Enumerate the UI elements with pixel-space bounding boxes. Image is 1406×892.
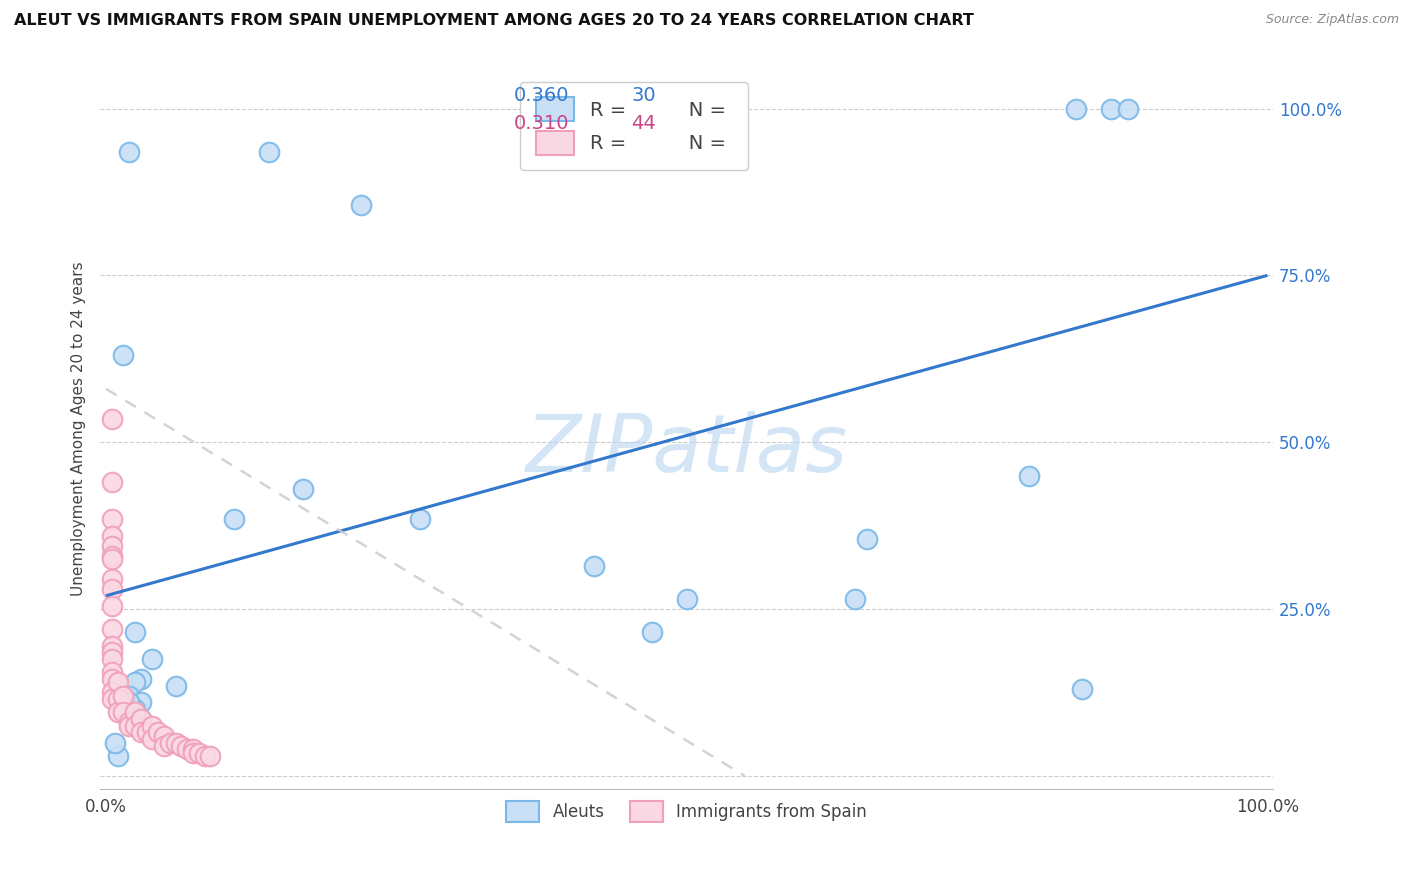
Point <box>129 672 152 686</box>
Point <box>257 145 280 159</box>
Point <box>100 672 122 686</box>
Point <box>1070 682 1092 697</box>
Point <box>100 539 122 553</box>
Point <box>100 652 122 666</box>
Text: 0.310: 0.310 <box>515 114 569 133</box>
Point <box>855 532 877 546</box>
Point <box>844 592 866 607</box>
Point <box>153 739 176 753</box>
Point <box>187 746 209 760</box>
Point <box>135 725 157 739</box>
Legend: Aleuts, Immigrants from Spain: Aleuts, Immigrants from Spain <box>494 788 880 835</box>
Point <box>222 512 245 526</box>
Point <box>170 739 193 753</box>
Point <box>153 729 176 743</box>
Point <box>100 549 122 563</box>
Point <box>129 712 152 726</box>
Text: ALEUT VS IMMIGRANTS FROM SPAIN UNEMPLOYMENT AMONG AGES 20 TO 24 YEARS CORRELATIO: ALEUT VS IMMIGRANTS FROM SPAIN UNEMPLOYM… <box>14 13 974 29</box>
Point <box>112 689 135 703</box>
Point <box>104 735 127 749</box>
Point <box>148 725 170 739</box>
Point <box>194 748 217 763</box>
Point <box>641 625 664 640</box>
Point <box>107 706 129 720</box>
Point <box>159 735 181 749</box>
Point <box>124 719 146 733</box>
Point <box>100 645 122 659</box>
Point <box>124 625 146 640</box>
Text: 30: 30 <box>631 86 657 105</box>
Point <box>181 742 204 756</box>
Point <box>100 582 122 596</box>
Text: ZIPatlas: ZIPatlas <box>526 411 848 490</box>
Point <box>107 692 129 706</box>
Point <box>107 748 129 763</box>
Text: Source: ZipAtlas.com: Source: ZipAtlas.com <box>1265 13 1399 27</box>
Point <box>176 742 198 756</box>
Point <box>129 712 152 726</box>
Point <box>118 719 141 733</box>
Point <box>100 572 122 586</box>
Point <box>675 592 697 607</box>
Point <box>141 719 163 733</box>
Point <box>1018 468 1040 483</box>
Point <box>100 599 122 613</box>
Point <box>118 715 141 730</box>
Point <box>141 732 163 747</box>
Point <box>1099 102 1122 116</box>
Point <box>118 145 141 159</box>
Point <box>124 675 146 690</box>
Point <box>582 558 605 573</box>
Point <box>129 696 152 710</box>
Point <box>100 528 122 542</box>
Point <box>100 552 122 566</box>
Point <box>100 639 122 653</box>
Point <box>118 708 141 723</box>
Point <box>100 412 122 426</box>
Point <box>112 706 135 720</box>
Point <box>408 512 430 526</box>
Point <box>100 475 122 490</box>
Point <box>292 482 315 496</box>
Point <box>100 622 122 636</box>
Point <box>100 665 122 680</box>
Point <box>165 735 187 749</box>
Point <box>118 696 141 710</box>
Point <box>112 349 135 363</box>
Point <box>1064 102 1087 116</box>
Point <box>129 725 152 739</box>
Point <box>1116 102 1139 116</box>
Point <box>100 685 122 699</box>
Point <box>124 706 146 720</box>
Point <box>100 512 122 526</box>
Point <box>107 675 129 690</box>
Point <box>124 702 146 716</box>
Point <box>165 679 187 693</box>
Point <box>350 198 373 212</box>
Point <box>181 746 204 760</box>
Point <box>118 689 141 703</box>
Text: 44: 44 <box>631 114 657 133</box>
Text: 0.360: 0.360 <box>515 86 569 105</box>
Point <box>200 748 222 763</box>
Point <box>141 652 163 666</box>
Point <box>100 692 122 706</box>
Y-axis label: Unemployment Among Ages 20 to 24 years: Unemployment Among Ages 20 to 24 years <box>72 261 86 596</box>
